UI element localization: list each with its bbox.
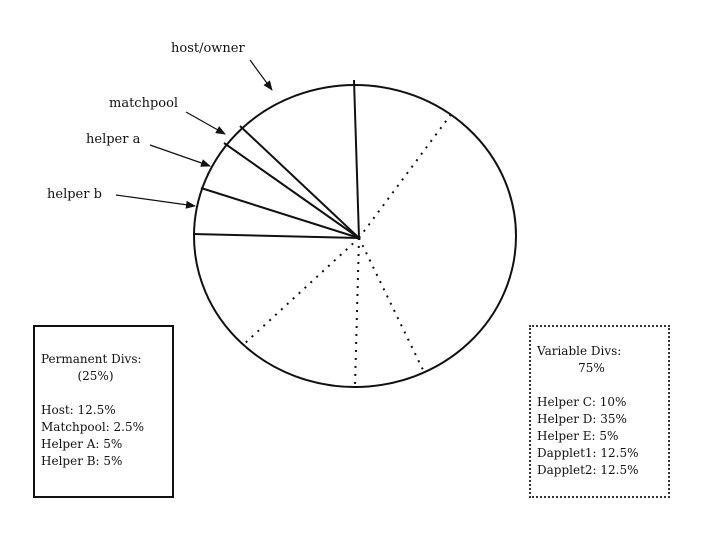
permanent-divisions [192, 79, 360, 239]
variable-line-helper-e: Helper E: 5% [537, 429, 619, 443]
label-helper-b: helper b [47, 187, 102, 202]
permanent-line-matchpool: Matchpool: 2.5% [41, 420, 145, 434]
callout-arrows [115, 59, 273, 209]
permanent-line-helper-a: Helper A: 5% [41, 437, 123, 451]
variable-line-dapplet2: Dapplet2: 12.5% [537, 463, 639, 477]
variable-line-dapplet1: Dapplet1: 12.5% [537, 446, 639, 460]
variable-divisions [242, 112, 453, 387]
division-matchpool-helper-a [223, 142, 360, 239]
variable-divs-title: Variable Divs: [537, 344, 622, 358]
label-host-owner: host/owner [171, 41, 245, 56]
permanent-line-host: Host: 12.5% [41, 403, 116, 417]
label-helper-a: helper a [86, 132, 141, 147]
variable-divs-percent: 75% [578, 361, 605, 375]
division-helper-b-end [192, 233, 360, 239]
division-host-matchpool [239, 125, 360, 239]
permanent-divs-percent: (25%) [77, 369, 114, 383]
permanent-line-helper-b: Helper B: 5% [41, 454, 123, 468]
arrow-helper-b [115, 194, 196, 209]
division-helper-a-helper-b [200, 187, 360, 239]
variable-division-2 [358, 237, 425, 373]
arrow-matchpool [185, 111, 226, 135]
permanent-divs-box: Permanent Divs: (25%) Host: 12.5% Matchp… [33, 325, 174, 498]
permanent-divs-title: Permanent Divs: [41, 352, 142, 366]
variable-line-helper-d: Helper D: 35% [537, 412, 627, 426]
arrow-host-owner [249, 59, 273, 91]
variable-divs-box: Variable Divs: 75% Helper C: 10% Helper … [529, 325, 670, 498]
label-matchpool: matchpool [109, 96, 178, 111]
arrow-helper-a [149, 144, 211, 167]
variable-line-helper-c: Helper C: 10% [537, 395, 627, 409]
variable-division-1 [358, 112, 453, 239]
division-host-start [353, 79, 360, 239]
variable-division-3 [354, 237, 360, 387]
